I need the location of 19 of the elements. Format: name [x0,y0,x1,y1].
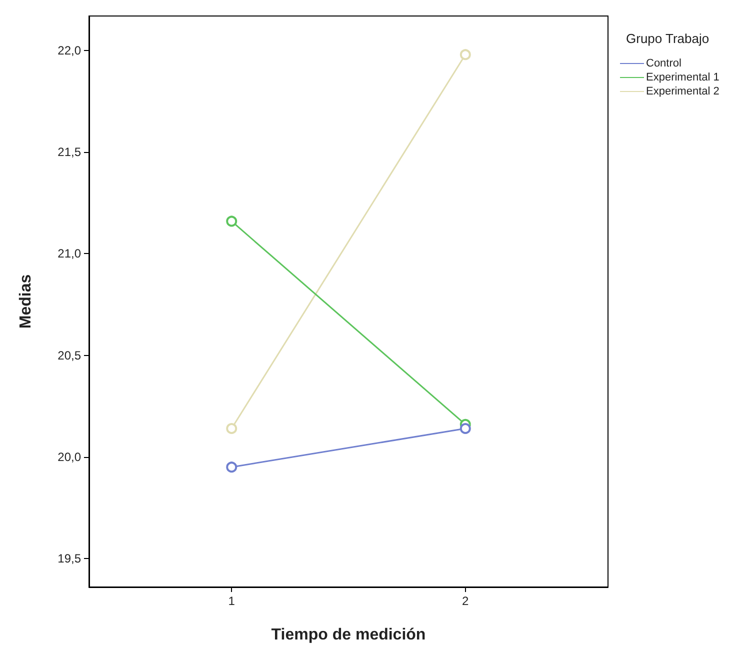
x-tick-label: 2 [462,594,470,608]
y-tick-label: 20,0 [58,450,82,464]
y-axis-title: Medias [18,274,34,329]
y-tick-label: 19,5 [58,552,82,566]
y-tick-label: 21,5 [58,145,82,160]
y-tick-label: 20,5 [58,348,82,362]
point [226,216,238,227]
point [226,462,238,473]
x-tick-label: 1 [228,594,236,608]
legend-label: Experimental 1 [646,72,720,84]
legend-label: Control [646,58,682,70]
legend-label: Experimental 2 [646,86,720,98]
point [460,423,471,434]
y-tick-label: 21,0 [58,246,82,261]
y-tick-label: 22,0 [58,44,82,58]
legend-title: Grupo Trabajo [626,31,710,46]
x-axis-title: Tiempo de medición [271,626,426,644]
point [226,423,238,434]
point [460,49,471,60]
